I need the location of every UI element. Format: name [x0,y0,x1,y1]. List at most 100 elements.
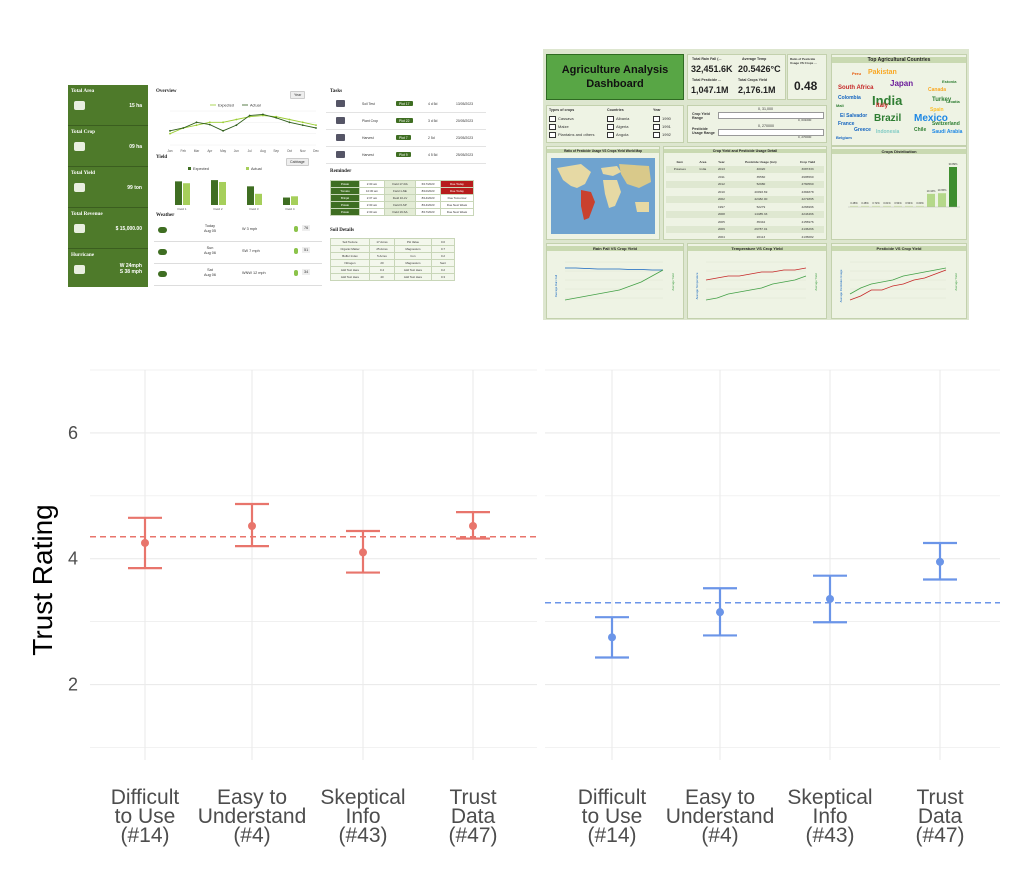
crop-yield-range-slider[interactable] [718,112,824,119]
pesticide-range-min: 0, 270000 [758,124,774,128]
word-cloud-word: Belgium [836,135,852,140]
filter-crops-label: Types of crops [549,108,575,112]
word-cloud-word: Greece [854,127,871,133]
filter-year-option[interactable]: 1990 [653,116,671,122]
task-row[interactable]: Harvest Plot 9 4 5 5d 25/05/2023 [326,148,486,164]
overview-point [301,121,304,124]
distribution-bar [850,205,858,207]
detail-table: Item Area Year Pesticide Usage (ton) Crop Yi… [666,158,824,241]
month-label: Nov [300,149,306,153]
table-cell: 14485.33 [730,210,792,218]
word-cloud-word: India [872,93,903,108]
x-category-label-line: to Use [115,805,176,828]
yield-actual-bar [291,196,298,205]
task-icon [336,134,345,141]
reminder-row: Tomato 10:30 am Field 1-NE 8/10/2023 Due Tod… [330,187,474,195]
filter-year-option[interactable]: 1991 [653,124,671,130]
x-category-label: Trust Data (#47) [448,786,497,847]
pesticide-chart-title: Pesticide VS Crop Yield [832,246,966,251]
task-duration: 4 5 5d [428,153,438,157]
distribution-bar [872,205,880,207]
mean-point [936,557,944,566]
crops-distribution-chart: 0.48% 0.48% 0.72% 0.61% 0.54% 0.54% 0.60%10.16… [848,162,960,208]
agri-kpi-panel: Total Rain Fall (... 32,451.6K Average T… [687,54,786,100]
legend-swatch [246,167,249,170]
weather-temp: 34 [302,269,311,275]
soil-row: Add Text Here 40 Add Text Here 0.3 [330,273,455,281]
mini-series-line [565,267,663,271]
kpi-total-yield: Total Yield 99 ton [68,167,148,208]
weather-temp: 51 [302,247,311,253]
kpi-value: $ 15,000.00 [115,226,142,232]
yield-bar-chart: Expected Actual Field 1 Field 2 Field 3 Field… [175,167,298,211]
table-cell: 2002 [712,195,731,203]
distribution-bar-label: 0.48% [861,201,869,205]
task-name: Harvest [362,136,374,140]
distribution-bar-label: 0.54% [894,201,902,205]
weather-date: Aug 06 [203,273,217,277]
kpi-value: W 24mph S 38 mph [120,263,142,275]
filter-crop-option[interactable]: Cassava [549,116,574,122]
filter-country-option[interactable]: Algeria [607,124,628,130]
x-category-label-line: (#43) [338,824,387,847]
distribution-bar-label: 0.48% [850,201,858,205]
yield-actual-bar [219,181,226,205]
filter-country-option[interactable]: Albania [607,116,629,122]
filter-crop-option[interactable]: Plantains and others [549,132,594,138]
table-cell: 40020 [730,165,792,173]
weather-wind: W 3 mph [242,227,258,231]
word-cloud-word: Mexico [914,113,948,124]
crops-distribution-panel: Crops Distribution 0.48% 0.48% 0.72% 0.61% 0… [831,146,967,240]
distribution-bar-label: 10.65% [938,188,947,192]
task-row[interactable]: Soil Test Plot 17 4 d 5d 13/05/2023 [326,97,486,113]
crop-yield-range-label: Crop Yield Range [692,112,710,120]
filter-year-option[interactable]: 1992 [653,132,671,138]
rainfall-vs-yield-chart: Average Rain Fall Average Yield [554,261,675,301]
overview-year-button[interactable]: Year [290,91,306,99]
error-bar [456,511,490,540]
filter-country-option[interactable]: Angola [607,132,628,138]
legend-label: Actual [250,104,261,108]
task-icon [336,151,345,158]
x-category-label-line: to Use [582,805,643,828]
kpi-label: Total Yield [71,170,96,176]
yield-cabbage-button[interactable]: Cabbage [286,158,309,166]
overview-actual-line [169,113,317,132]
error-bar [128,516,162,570]
x-category-label-line: (#4) [701,824,738,847]
mean-point [359,548,367,557]
word-cloud-word: Japan [890,79,914,88]
mini-right-axis-title: Average Yield [671,273,675,291]
x-category-label-line: Data [918,805,963,828]
yield-expected-bar [175,181,182,205]
x-category-label: Easy to Understand (#4) [666,786,775,847]
filter-crop-option[interactable]: Maize [549,124,569,130]
kpi-value: 09 ha [129,144,142,150]
legend-swatch [188,167,191,170]
overview-point [195,121,198,124]
legend-label: Actual [251,167,262,171]
table-cell: 2004 [717,234,725,239]
task-row[interactable]: Harvest Plot 7 2 5d 23/05/2023 [326,131,486,147]
x-category-label-line: (#14) [587,824,636,847]
x-category-label: Skeptical Info (#43) [320,786,405,847]
detail-table-title: Crop Yield and Pesticide Usage Detail [664,149,826,153]
pesticide-range-slider[interactable] [718,129,824,136]
distribution-bar [883,205,891,207]
table-row: 2012 52980 4760560 [666,180,824,188]
weather-icon [158,227,167,233]
mean-point [608,633,616,642]
weather-day: Today [204,224,216,228]
distribution-bar [905,205,913,207]
x-category-label: Difficult to Use (#14) [578,786,647,847]
kpi-label: Hurricane [71,252,95,258]
mini-right-axis-title: Average Yield [954,273,958,291]
table-row: 2008 14485.33 4243466 [666,210,824,218]
north-america-shape [557,164,591,188]
pesticide-range-label: Pesticide Usage Range [692,127,715,135]
task-row[interactable]: Plant Crop Plot 22 3 d 5d 20/05/2023 [326,114,486,130]
crop-icon [74,142,85,151]
table-cell: 4243466 [791,210,824,218]
overview-point [301,124,304,127]
